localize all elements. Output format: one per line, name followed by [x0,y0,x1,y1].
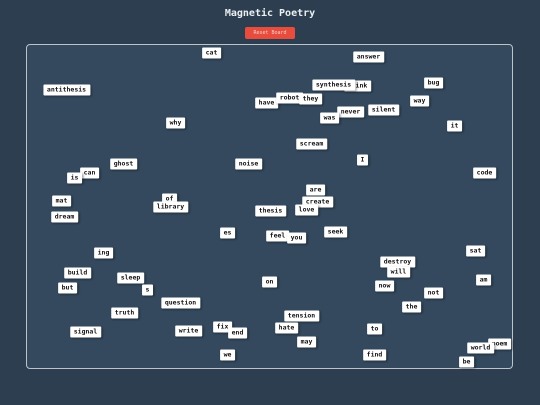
word-magnet[interactable]: am [475,274,492,285]
word-magnet[interactable]: may [296,336,317,347]
word-magnet[interactable]: seek [323,226,348,237]
word-magnet[interactable]: to [366,323,383,334]
word-magnet[interactable]: poem [487,338,512,349]
word-magnet[interactable]: why [165,117,186,128]
word-magnet[interactable]: write [174,325,203,336]
word-magnet[interactable]: was [319,112,340,123]
word-magnet[interactable]: it [446,120,463,131]
word-magnet[interactable]: build [63,267,92,278]
word-magnet[interactable]: sat [465,245,486,256]
word-magnet[interactable]: bug [423,77,444,88]
word-magnet[interactable]: the [401,301,422,312]
word-magnet[interactable]: on [261,276,278,287]
word-magnet[interactable]: noise [234,158,263,169]
word-magnet[interactable]: create [301,196,334,207]
word-magnet[interactable]: find [362,349,387,360]
word-magnet[interactable]: love [294,204,319,215]
word-magnet[interactable]: they [298,93,323,104]
word-magnet[interactable]: hate [274,322,299,333]
word-magnet[interactable]: we [219,349,236,360]
word-magnet[interactable]: think [343,80,372,91]
word-magnet[interactable]: will [386,266,411,277]
word-magnet[interactable]: signal [69,326,102,337]
title: Magnetic Poetry [224,8,316,19]
word-magnet[interactable]: tension [283,310,320,321]
word-magnet[interactable]: fix [212,321,233,332]
word-magnet[interactable]: are [305,184,326,195]
word-magnet[interactable]: question [160,297,201,308]
word-magnet[interactable]: but [57,282,78,293]
word-magnet[interactable]: end [227,327,248,338]
word-magnet[interactable]: ing [93,247,114,258]
word-magnet[interactable]: now [374,280,395,291]
word-magnet[interactable]: dream [50,211,79,222]
board: cat answer think synthesis bug antithesis have… [26,44,513,369]
word-magnet[interactable]: ghost [109,158,138,169]
reset-button[interactable]: Reset Board [245,27,295,39]
word-magnet[interactable]: synthesis [311,79,356,90]
word-magnet[interactable]: feel [265,230,290,241]
word-magnet[interactable]: truth [110,307,139,318]
word-magnet[interactable]: answer [352,51,385,62]
word-magnet[interactable]: cat [201,47,222,58]
word-magnet[interactable]: you [286,232,307,243]
word-magnet[interactable]: code [472,167,497,178]
word-magnet[interactable]: thesis [254,205,287,216]
word-magnet[interactable]: s [141,284,154,295]
word-magnet[interactable]: destroy [379,256,416,267]
word-magnet[interactable]: sleep [116,272,145,283]
word-magnet[interactable]: not [423,287,444,298]
word-magnet[interactable]: world [466,342,495,353]
word-magnet[interactable]: be [458,356,475,367]
word-magnet[interactable]: have [254,97,279,108]
word-magnet[interactable]: scream [295,138,328,149]
word-magnet[interactable]: es [219,227,236,238]
word-magnet[interactable]: mat [51,195,72,206]
word-magnet[interactable]: never [336,106,365,117]
word-magnet[interactable]: antithesis [42,84,91,95]
word-magnet[interactable]: I [356,154,369,165]
word-magnet[interactable]: library [152,201,189,212]
word-magnet[interactable]: is [66,172,83,183]
word-magnet[interactable]: can [79,167,100,178]
word-magnet[interactable]: silent [367,104,400,115]
word-magnet[interactable]: robot [275,92,304,103]
word-magnet[interactable]: way [409,95,430,106]
word-magnet[interactable]: of [161,193,178,204]
